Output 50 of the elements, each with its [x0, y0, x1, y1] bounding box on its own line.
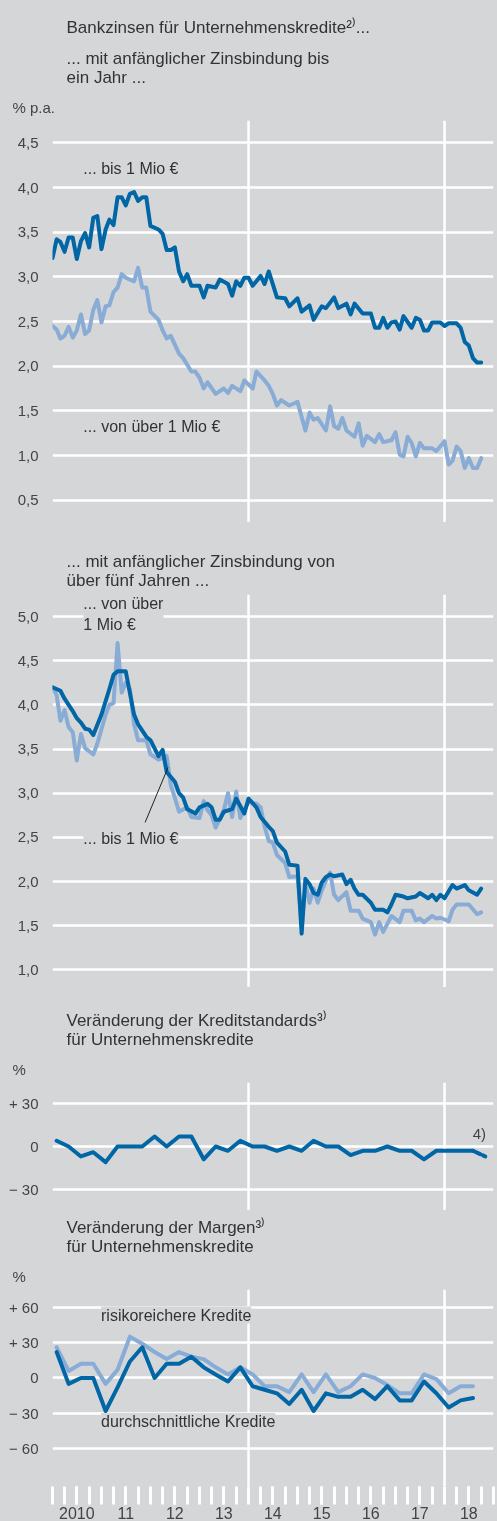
- chart-title: Bankzinsen für Unternehmenskredite²⁾...: [66, 16, 371, 37]
- series-label: ... bis 1 Mio €: [83, 829, 179, 847]
- y-tick-label: 4,0: [17, 695, 39, 713]
- x-tick-label: 14: [263, 1504, 282, 1521]
- y-tick-label: 1,0: [17, 446, 39, 464]
- y-tick-label: + 60: [8, 1298, 39, 1316]
- chart-subtitle: ... mit anfänglicher Zinsbindung bis ein Jahr ...: [66, 48, 330, 87]
- y-tick-label: 1,0: [17, 960, 39, 978]
- y-tick-label: 5,0: [17, 607, 39, 625]
- y-axis-title: % p.a.: [12, 98, 56, 116]
- series-label: durchschnittliche Kredite: [101, 1412, 276, 1430]
- y-tick-label: 2,0: [17, 357, 39, 375]
- y-tick-label: 3,5: [17, 740, 39, 758]
- x-tick-label: 12: [165, 1504, 184, 1521]
- y-tick-label: 4,5: [17, 133, 39, 151]
- y-tick-label: 3,5: [17, 223, 39, 241]
- y-tick-label: − 30: [8, 1404, 39, 1422]
- x-tick-label: 18: [459, 1504, 478, 1521]
- x-tick-label: 11: [117, 1504, 135, 1521]
- chart-title: Veränderung der Kreditstandards³⁾ für Unternehmenskredite: [66, 1009, 327, 1049]
- y-tick-label: 3,0: [17, 267, 39, 285]
- y-tick-label: − 30: [8, 1180, 39, 1198]
- y-tick-label: 3,0: [17, 784, 39, 802]
- y-tick-label: 4,5: [17, 651, 39, 669]
- y-tick-label: 4,0: [17, 178, 39, 196]
- y-axis-title: %: [12, 1060, 26, 1078]
- y-tick-label: + 30: [8, 1334, 39, 1352]
- y-tick-label: 1,5: [17, 916, 39, 934]
- series-label: ... von über 1 Mio €: [83, 417, 221, 435]
- y-tick-label: − 60: [8, 1440, 39, 1458]
- series-label: ... von über 1 Mio €: [83, 595, 165, 633]
- chart-subtitle: ... mit anfänglicher Zinsbindung von über fünf Jahren ...: [66, 551, 335, 590]
- x-tick-label: 17: [410, 1504, 429, 1521]
- y-tick-label: + 30: [8, 1095, 39, 1113]
- x-tick-label: 15: [312, 1504, 331, 1521]
- series-label: risikoreichere Kredite: [101, 1306, 252, 1324]
- series-label: ... bis 1 Mio €: [83, 160, 179, 178]
- y-tick-label: 0: [30, 1369, 39, 1387]
- y-tick-label: 0,5: [17, 491, 39, 509]
- x-tick-label: 13: [214, 1504, 233, 1521]
- y-tick-label: 2,0: [17, 872, 39, 890]
- y-tick-label: 1,5: [17, 401, 39, 419]
- y-tick-label: 2,5: [17, 312, 39, 330]
- y-tick-label: 0: [30, 1138, 39, 1155]
- chart-title: Veränderung der Margen³⁾ für Unternehmenskredite: [66, 1216, 266, 1256]
- y-tick-label: 2,5: [17, 828, 39, 846]
- x-tick-label: 16: [361, 1504, 380, 1521]
- x-tick-label: 2010: [58, 1504, 95, 1521]
- y-axis-title: %: [12, 1267, 26, 1285]
- annotation: 4): [472, 1125, 486, 1143]
